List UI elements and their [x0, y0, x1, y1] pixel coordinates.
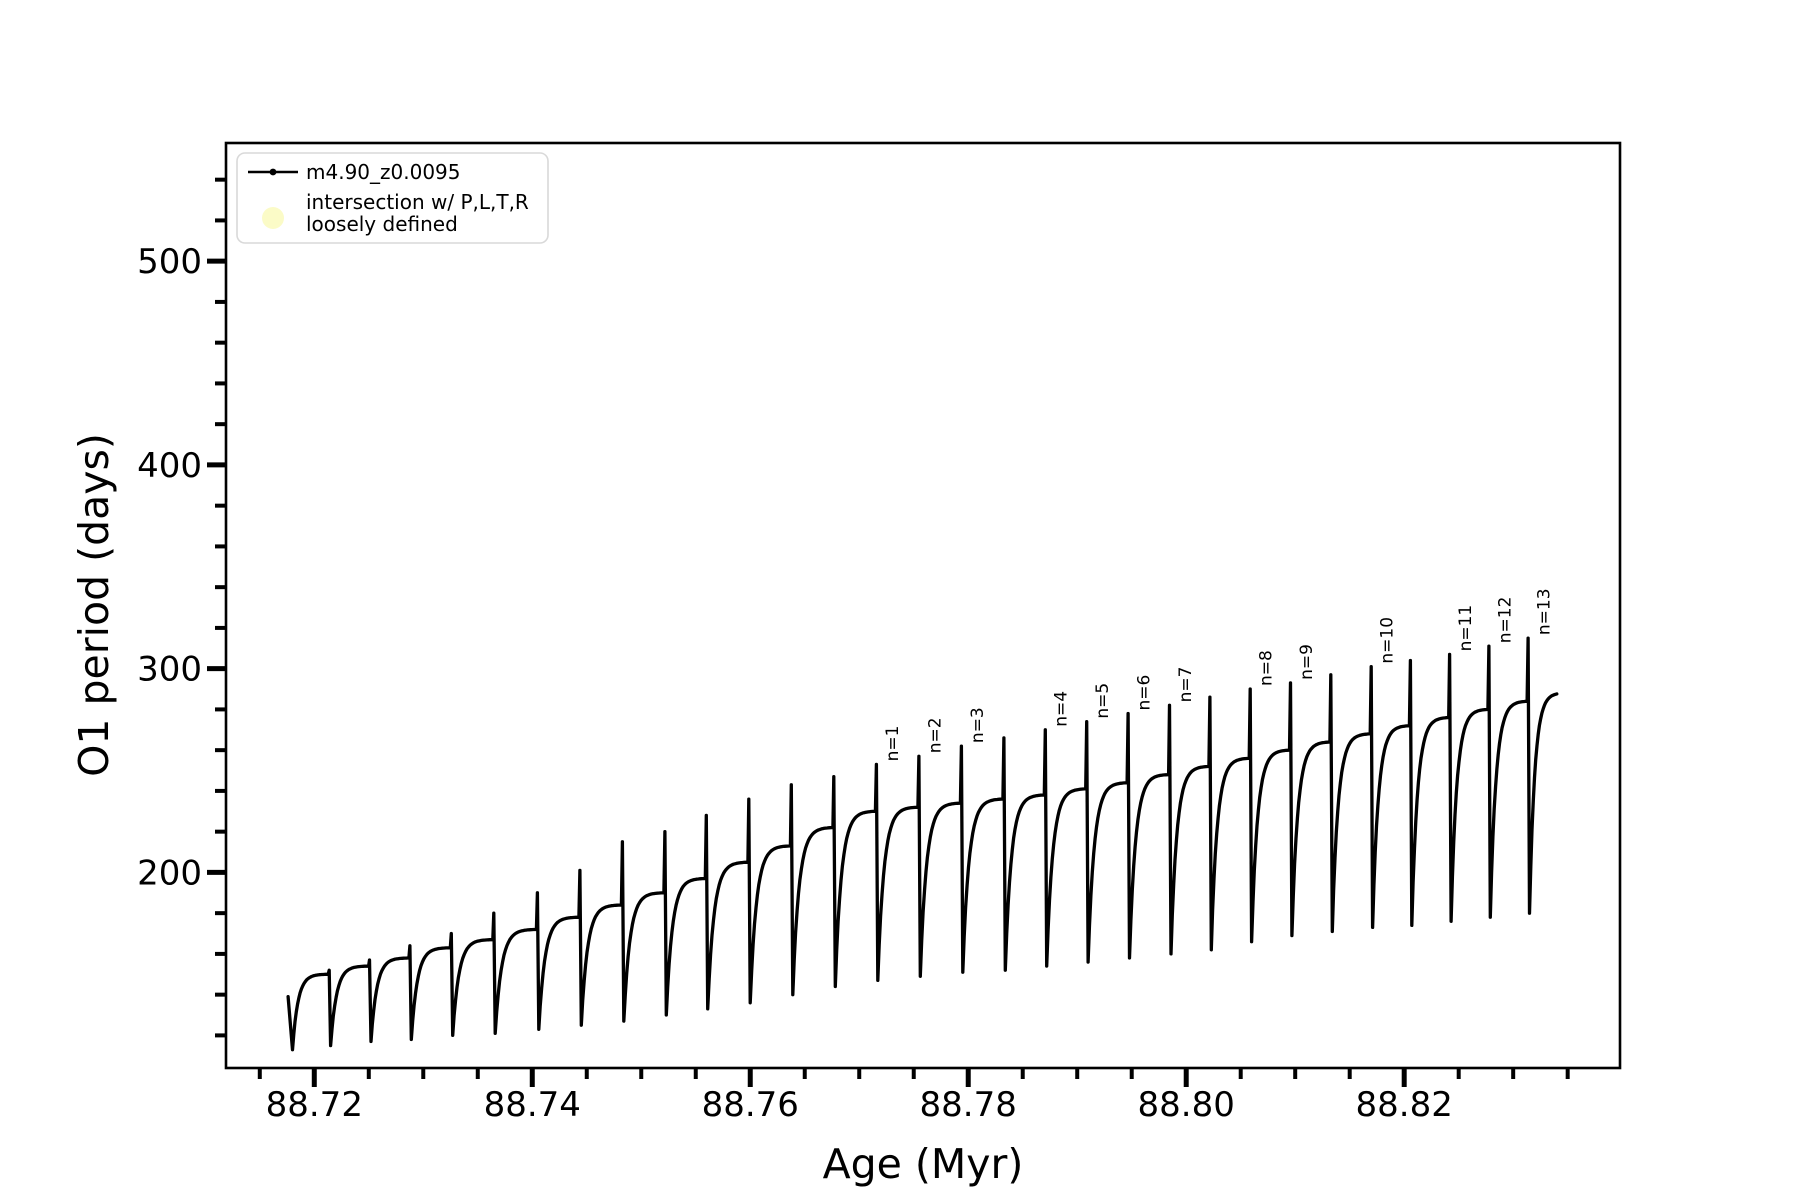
spike-label: n=6 — [1135, 675, 1155, 711]
spike-label: n=1 — [883, 726, 903, 762]
axis-ticks — [207, 177, 1570, 1087]
spike-label: n=9 — [1297, 644, 1317, 680]
x-tick-label: 88.78 — [920, 1085, 1017, 1125]
spike-label: n=13 — [1535, 588, 1555, 635]
spike-annotations: n=1 n=2 n=3 n=4 n=5 n=6 n=7 n=8 n=9 n=10 n=11 n=12 n… — [883, 588, 1555, 761]
spike-label: n=3 — [968, 707, 988, 743]
spike-label: n=11 — [1456, 605, 1476, 652]
legend-dot-marker-icon — [269, 168, 277, 176]
y-tick-label: 300 — [137, 650, 202, 690]
series-line — [286, 636, 1559, 1052]
legend-entry-intersection-line2: loosely defined — [306, 212, 458, 236]
spike-label: n=8 — [1257, 650, 1277, 686]
spike-label: n=4 — [1052, 691, 1072, 727]
x-tick-label: 88.80 — [1138, 1085, 1235, 1125]
x-axis-label: Age (Myr) — [823, 1140, 1024, 1188]
x-tick-label: 88.72 — [266, 1085, 363, 1125]
x-tick-label: 88.82 — [1356, 1085, 1453, 1125]
legend: m4.90_z0.0095 intersection w/ P,L,T,R lo… — [236, 152, 549, 244]
legend-box — [236, 152, 549, 244]
x-tick-label: 88.76 — [702, 1085, 799, 1125]
data-series — [286, 636, 1559, 1052]
spike-label: n=7 — [1176, 666, 1196, 702]
spike-label: n=10 — [1378, 617, 1398, 664]
spike-label: n=2 — [925, 717, 945, 753]
y-tick-label: 500 — [137, 242, 202, 282]
x-tick-label: 88.74 — [484, 1085, 581, 1125]
spike-label: n=12 — [1495, 597, 1515, 644]
legend-entry-series-label: m4.90_z0.0095 — [306, 160, 461, 184]
axis-tick-labels: 88.72 88.74 88.76 88.78 88.80 88.82 200 300 400 5… — [137, 242, 1453, 1125]
plot-frame — [224, 141, 1622, 1070]
legend-entry-intersection-line1: intersection w/ P,L,T,R — [306, 190, 529, 214]
legend-intersection-marker-icon — [262, 207, 284, 229]
spike-label: n=5 — [1093, 683, 1113, 719]
y-tick-label: 400 — [137, 446, 202, 486]
y-tick-label: 200 — [137, 853, 202, 893]
y-axis-label: O1 period (days) — [70, 433, 118, 777]
